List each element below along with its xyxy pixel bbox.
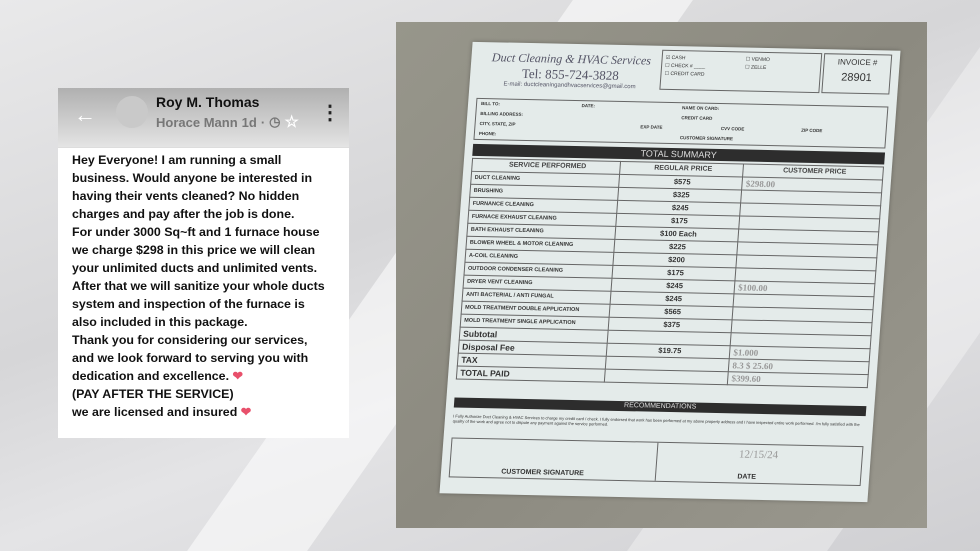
heart-icon: ❤ (232, 369, 243, 383)
post-line: business. Would anyone be interested in (72, 171, 313, 185)
post-header: ← Roy M. Thomas Horace Mann 1d · ◷ ☆ ⋮ (58, 88, 349, 148)
post-line: (PAY AFTER THE SERVICE) (72, 387, 234, 401)
field-label: CUSTOMER SIGNATURE (679, 135, 734, 142)
more-icon[interactable]: ⋮ (320, 102, 340, 124)
signature-label: CUSTOMER SIGNATURE (500, 468, 585, 478)
date-box: 12/15/24 DATE (655, 443, 862, 485)
field-label: PHONE: (478, 130, 497, 137)
star-icon[interactable]: ☆ (284, 114, 299, 131)
post-line: we are licensed and insured ❤ (72, 403, 341, 421)
payment-option: ZELLE (750, 64, 767, 71)
post-line: For under 3000 Sq~ft and 1 furnace house (72, 225, 320, 239)
invoice-label: INVOICE # (837, 57, 878, 68)
date-label: DATE (737, 473, 757, 481)
post-line-text: dedication and excellence. (72, 369, 230, 383)
post-line: your unlimited ducts and unlimited vents… (72, 261, 318, 275)
payment-options: ☑ CASH ☐ VENMO ☐ CHECK # ____ ☐ ZELLE ☐ CR… (659, 49, 823, 94)
signature-box: CUSTOMER SIGNATURE (449, 438, 658, 481)
heart-icon: ❤ (240, 405, 252, 419)
signature-area: CUSTOMER SIGNATURE 12/15/24 DATE (448, 437, 864, 487)
author-name[interactable]: Roy M. Thomas (156, 94, 260, 110)
customer-fields: BILL TO: DATE: NAME ON CARD: BILLING ADDRE… (473, 97, 889, 149)
payment-option: VENMO (751, 56, 771, 64)
invoice: Duct Cleaning & HVAC Services Tel: 855-7… (439, 41, 901, 503)
payment-option: CREDIT CARD (670, 70, 705, 78)
services-table: SERVICE PERFORMED REGULAR PRICE CUSTOMER… (456, 158, 884, 388)
payment-option: CHECK # (670, 62, 693, 70)
invoice-number: 28901 (840, 71, 873, 85)
separator: · (260, 114, 266, 130)
post-body: Hey Everyone! I am running a small busin… (58, 148, 349, 421)
company-header: Duct Cleaning & HVAC Services Tel: 855-7… (489, 50, 652, 90)
authorization-text: I Fully Authorize Duct Cleaning & HVAC S… (452, 413, 860, 428)
globe-icon: ◷ (269, 114, 281, 129)
avatar[interactable] (116, 96, 148, 128)
post-meta: Horace Mann 1d · ◷ ☆ (156, 112, 299, 132)
invoice-photo: Duct Cleaning & HVAC Services Tel: 855-7… (396, 22, 927, 528)
post-line: charges and pay after the job is done. (72, 207, 295, 221)
post-line-text: we are licensed and insured (72, 405, 238, 419)
invoice-number-box: INVOICE # 28901 (821, 53, 893, 95)
date-value: 12/15/24 (738, 448, 779, 462)
social-post: ← Roy M. Thomas Horace Mann 1d · ◷ ☆ ⋮ Hey E… (58, 88, 349, 438)
post-line: dedication and excellence. ❤ (72, 367, 341, 385)
post-line: Thank you for considering our services, (72, 333, 308, 347)
group-name[interactable]: Horace Mann (156, 114, 238, 130)
post-line: and we look forward to serving you with (72, 351, 309, 365)
back-arrow-icon[interactable]: ← (74, 102, 96, 127)
post-line: also included in this package. (72, 315, 248, 329)
recommendations-bar: RECOMMENDATIONS (453, 397, 867, 417)
total-value: $399.60 (727, 371, 869, 388)
post-line: we charge $298 in this price we will cle… (72, 243, 316, 257)
post-line: After that we will sanitize your whole d… (72, 279, 325, 293)
post-line: system and inspection of the furnace is (72, 297, 305, 311)
post-line: having their vents cleaned? No hidden (72, 189, 300, 203)
total-label: TOTAL PAID (456, 366, 606, 383)
payment-option: CASH (671, 54, 686, 62)
post-line: Hey Everyone! I am running a small (72, 153, 282, 167)
post-time: 1d (241, 114, 257, 130)
